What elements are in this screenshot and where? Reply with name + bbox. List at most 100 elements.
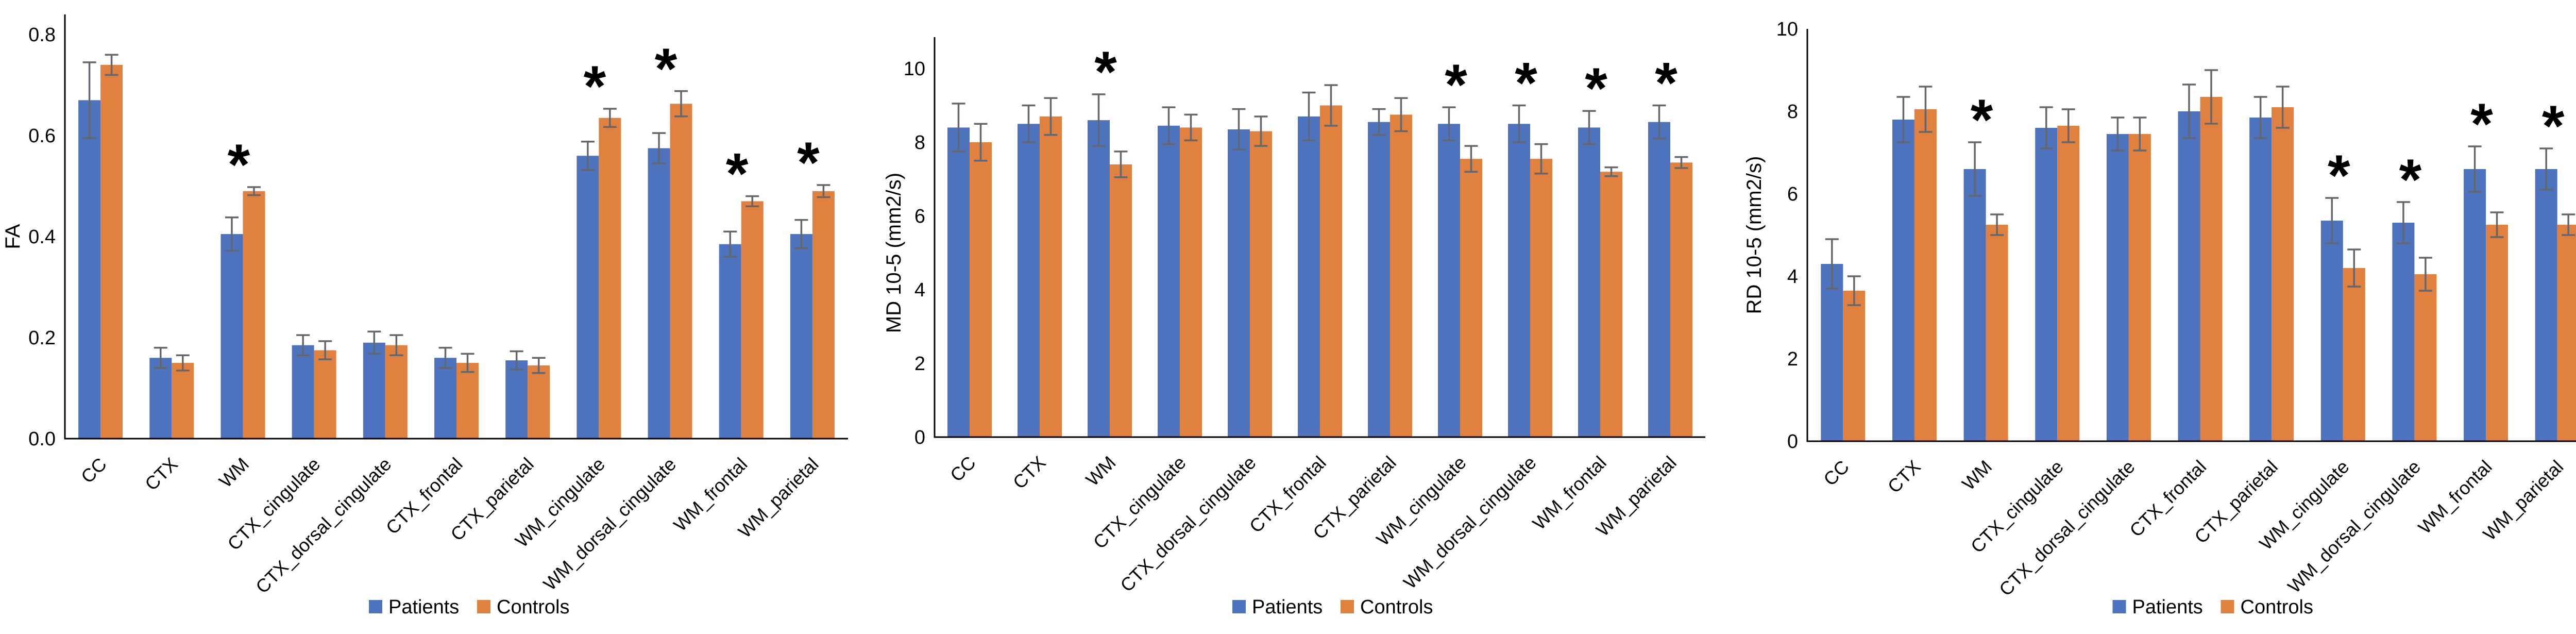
bar-controls-CC [970,142,992,437]
sig-asterisk-WM_cingulate: * [1445,53,1467,117]
sig-asterisk-WM_parietal: * [797,130,820,195]
bar-controls-CTX [172,363,194,439]
bar-controls-CTX_cingulate [314,350,336,439]
sig-asterisk-WM_dorsal_cingulate: * [655,37,677,101]
x-category-label-WM_dorsal_cingulate: WM_dorsal_cingulate [2283,456,2425,597]
error-bar-patients-CTX_dorsal_cingulate [2111,116,2125,152]
bar-patients-WM [1088,120,1110,438]
y-tick-label: 8 [914,132,925,154]
bar-patients-WM_parietal [1648,122,1670,438]
error-bar-patients-WM_frontal [723,230,737,258]
bar-patients-WM_dorsal_cingulate [2392,223,2415,441]
bar-controls-CTX [1040,116,1062,437]
bar-patients-WM_cingulate [1438,124,1460,437]
error-bar-patients-WM_parietal [2539,147,2553,191]
bar-patients-CTX [1892,120,1914,441]
error-bar-controls-CTX_frontal [2205,69,2218,125]
error-bar-controls-WM_parietal [817,184,831,198]
x-category-label-CTX_dorsal_cingulate: CTX_dorsal_cingulate [1995,456,2139,600]
bar-patients-CTX [1018,124,1040,437]
error-bar-patients-CTX_cingulate [296,334,310,357]
x-category-label-CTX: CTX [141,454,182,495]
sig-asterisk-WM: * [228,132,250,197]
error-bar-controls-CTX [1919,86,1933,133]
error-bar-controls-WM_frontal [745,195,759,207]
y-tick-label: 0.8 [28,24,56,46]
x-category-label-CC: CC [946,452,980,486]
bar-controls-CTX_frontal [1320,105,1342,437]
error-bar-patients-CC [82,61,96,139]
error-bar-controls-CC [974,123,988,162]
y-axis-title: FA [2,224,24,249]
bar-patients-CTX_dorsal_cingulate [2106,134,2129,441]
bar-patients-CTX_cingulate [2035,128,2058,441]
bar-controls-WM_frontal [741,201,764,439]
bar-patients-WM_cingulate [2320,221,2343,441]
bar-controls-CTX_dorsal_cingulate [2128,134,2151,441]
x-category-label-WM: WM [1958,456,1996,494]
bar-patients-CTX_frontal [2178,111,2200,441]
x-category-label-CTX: CTX [1884,456,1925,497]
legend-label-patients: Patients [1252,596,1323,618]
bar-controls-CTX_dorsal_cingulate [385,345,408,439]
legend-label-controls: Controls [2241,596,2314,618]
bar-controls-WM [1110,164,1132,437]
y-tick-label: 8 [1787,101,1798,123]
y-axis-title: RD 10-5 (mm2/s) [1743,156,1766,314]
x-category-label-CC: CC [1819,456,1853,490]
bar-controls-CTX [1914,109,1937,441]
error-bar-controls-CTX_parietal [1394,97,1408,132]
bar-controls-WM_cingulate [1460,159,1482,437]
y-tick-label: 6 [914,206,925,227]
error-bar-controls-CC [1847,275,1861,306]
legend-swatch-controls [477,600,490,613]
legend-label-patients: Patients [388,596,459,618]
error-bar-controls-CTX_parietal [532,357,546,374]
legend-label-controls: Controls [497,596,570,618]
bar-patients-WM_dorsal_cingulate [1508,124,1530,437]
error-bar-controls-WM_dorsal_cingulate [2418,257,2432,292]
bar-controls-WM [1986,225,2008,441]
bar-controls-CC [1843,291,1866,441]
bar-controls-WM_frontal [1600,172,1622,437]
sig-asterisk-WM: * [1971,88,1993,152]
bar-patients-WM [221,234,243,439]
bar-patients-WM_parietal [790,234,812,439]
sig-asterisk-WM_parietal: * [2542,94,2565,158]
error-bar-patients-WM_parietal [794,219,808,249]
error-bar-patients-CTX [1896,96,1910,143]
bar-controls-CTX_parietal [1390,114,1412,437]
error-bar-controls-WM [1114,151,1128,178]
error-bar-patients-WM_cingulate [2325,197,2339,244]
bar-controls-CTX_dorsal_cingulate [1250,131,1272,438]
error-bar-controls-CTX_cingulate [318,340,332,360]
error-bar-patients-WM [225,216,239,252]
error-bar-patients-CTX_parietal [1372,108,1386,136]
bar-patients-WM_dorsal_cingulate [648,148,670,439]
y-axis-title: MD 10-5 (mm2/s) [883,173,905,333]
bar-patients-WM [1963,169,1986,441]
bar-patients-CTX_dorsal_cingulate [363,342,385,439]
bar-patients-CC [947,127,970,437]
bar-patients-CTX_parietal [1368,122,1390,438]
legend-label-patients: Patients [2132,596,2203,618]
error-bar-controls-WM_parietal [2562,213,2575,236]
error-bar-controls-WM_cingulate [603,108,617,128]
error-bar-patients-CC [1825,238,1839,290]
x-category-label-CTX_dorsal_cingulate: CTX_dorsal_cingulate [251,454,395,597]
y-tick-label: 0.0 [28,428,56,450]
error-bar-controls-WM_frontal [2490,211,2504,238]
bar-patients-WM_parietal [2535,169,2557,441]
error-bar-patients-WM_dorsal_cingulate [2396,201,2410,244]
error-bar-patients-CTX_frontal [438,346,452,369]
sig-asterisk-WM_parietal: * [1655,51,1677,115]
bar-controls-WM_dorsal_cingulate [2414,274,2437,441]
bar-patients-CTX_dorsal_cingulate [1228,129,1250,438]
y-tick-label: 2 [1787,348,1798,370]
error-bar-controls-WM_parietal [1674,156,1688,169]
bar-patients-CTX_frontal [434,358,456,439]
y-tick-label: 4 [1787,266,1798,288]
error-bar-controls-CTX_frontal [1324,84,1338,127]
